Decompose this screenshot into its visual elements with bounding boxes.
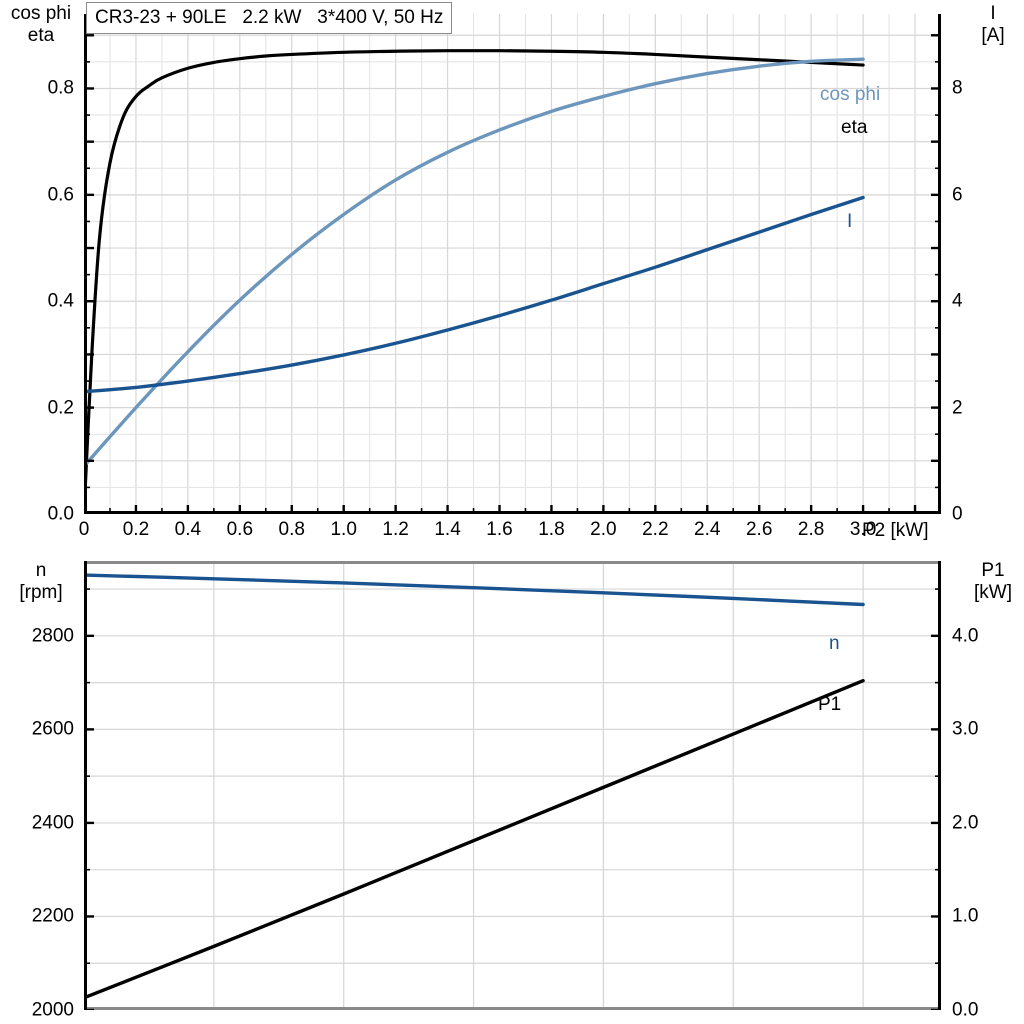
upper-x-tick-11: 2.2 bbox=[642, 519, 669, 540]
upper-x-tick-14: 2.8 bbox=[797, 519, 825, 540]
lower-y-right-tick-0: 0.0 bbox=[952, 999, 979, 1021]
upper-y-right-tick-3: 6 bbox=[952, 184, 963, 206]
lower-chart: n [rpm] P1 [kW] n P1 2000 2200 2400 2600 280… bbox=[0, 555, 1024, 1024]
upper-y-left-tick-3: 0.6 bbox=[47, 184, 74, 206]
upper-left-axis-caption: cos phi eta bbox=[10, 3, 72, 46]
upper-plot-svg bbox=[84, 14, 941, 514]
upper-x-tick-10: 2.0 bbox=[590, 519, 617, 540]
upper-x-tick-7: 1.4 bbox=[434, 519, 461, 540]
upper-x-tick-9: 1.8 bbox=[538, 519, 565, 540]
upper-x-tick-13: 2.6 bbox=[745, 519, 773, 540]
chart-title: CR3-23 + 90LE 2.2 kW 3*400 V, 50 Hz bbox=[86, 2, 453, 34]
upper-x-tick-1: 0.2 bbox=[122, 519, 150, 540]
lower-y-left-tick-3: 2600 bbox=[31, 718, 74, 740]
lower-y-right-tick-2: 2.0 bbox=[952, 812, 979, 834]
upper-right-axis-caption: I [A] bbox=[981, 3, 1005, 46]
upper-y-right-tick-0: 0 bbox=[952, 503, 963, 525]
lower-y-left-tick-0: 2000 bbox=[31, 999, 74, 1021]
upper-x-tick-12: 2.4 bbox=[694, 519, 721, 540]
upper-x-tick-3: 0.6 bbox=[226, 519, 254, 540]
upper-y-right-tick-4: 8 bbox=[952, 77, 963, 99]
upper-y-right-tick-2: 4 bbox=[952, 290, 963, 312]
curve-label-current: I bbox=[847, 211, 853, 232]
upper-x-tick-4: 0.8 bbox=[278, 519, 305, 540]
upper-x-tick-8: 1.6 bbox=[486, 519, 513, 540]
upper-chart: CR3-23 + 90LE 2.2 kW 3*400 V, 50 Hz cos … bbox=[10, 2, 1005, 541]
curve-label-speed: n bbox=[829, 633, 840, 654]
lower-y-left-tick-4: 2800 bbox=[31, 625, 74, 647]
lower-y-left-tick-2: 2400 bbox=[31, 812, 74, 834]
upper-x-axis-caption: P2 [kW] bbox=[862, 520, 929, 541]
lower-y-right-tick-4: 4.0 bbox=[952, 625, 979, 647]
lower-y-left-tick-1: 2200 bbox=[31, 905, 74, 927]
upper-y-right-tick-1: 2 bbox=[952, 397, 963, 419]
upper-x-tick-5: 1.0 bbox=[330, 519, 357, 540]
upper-y-left-tick-1: 0.2 bbox=[47, 397, 74, 419]
lower-plot-svg bbox=[84, 561, 941, 1010]
upper-x-tick-15: 3.0 bbox=[849, 519, 877, 540]
upper-x-tick-0: 0 bbox=[78, 519, 90, 540]
curve-label-eta: eta bbox=[841, 117, 868, 138]
lower-plot-area bbox=[84, 561, 941, 1010]
curve-label-p1: P1 bbox=[818, 694, 842, 715]
upper-x-tick-6: 1.2 bbox=[382, 519, 409, 540]
upper-y-left-tick-2: 0.4 bbox=[47, 290, 74, 312]
curve-label-cos-phi: cos phi bbox=[820, 84, 881, 105]
lower-y-right-tick-1: 1.0 bbox=[952, 905, 979, 927]
upper-plot-area bbox=[84, 14, 941, 514]
upper-y-left-tick-4: 0.8 bbox=[47, 77, 74, 99]
upper-y-left-tick-0: 0.0 bbox=[47, 503, 74, 525]
lower-right-axis-caption: P1 [kW] bbox=[974, 560, 1012, 603]
upper-x-tick-2: 0.4 bbox=[174, 519, 202, 540]
lower-left-axis-caption: n [rpm] bbox=[19, 560, 63, 603]
lower-y-right-tick-3: 3.0 bbox=[952, 718, 979, 740]
